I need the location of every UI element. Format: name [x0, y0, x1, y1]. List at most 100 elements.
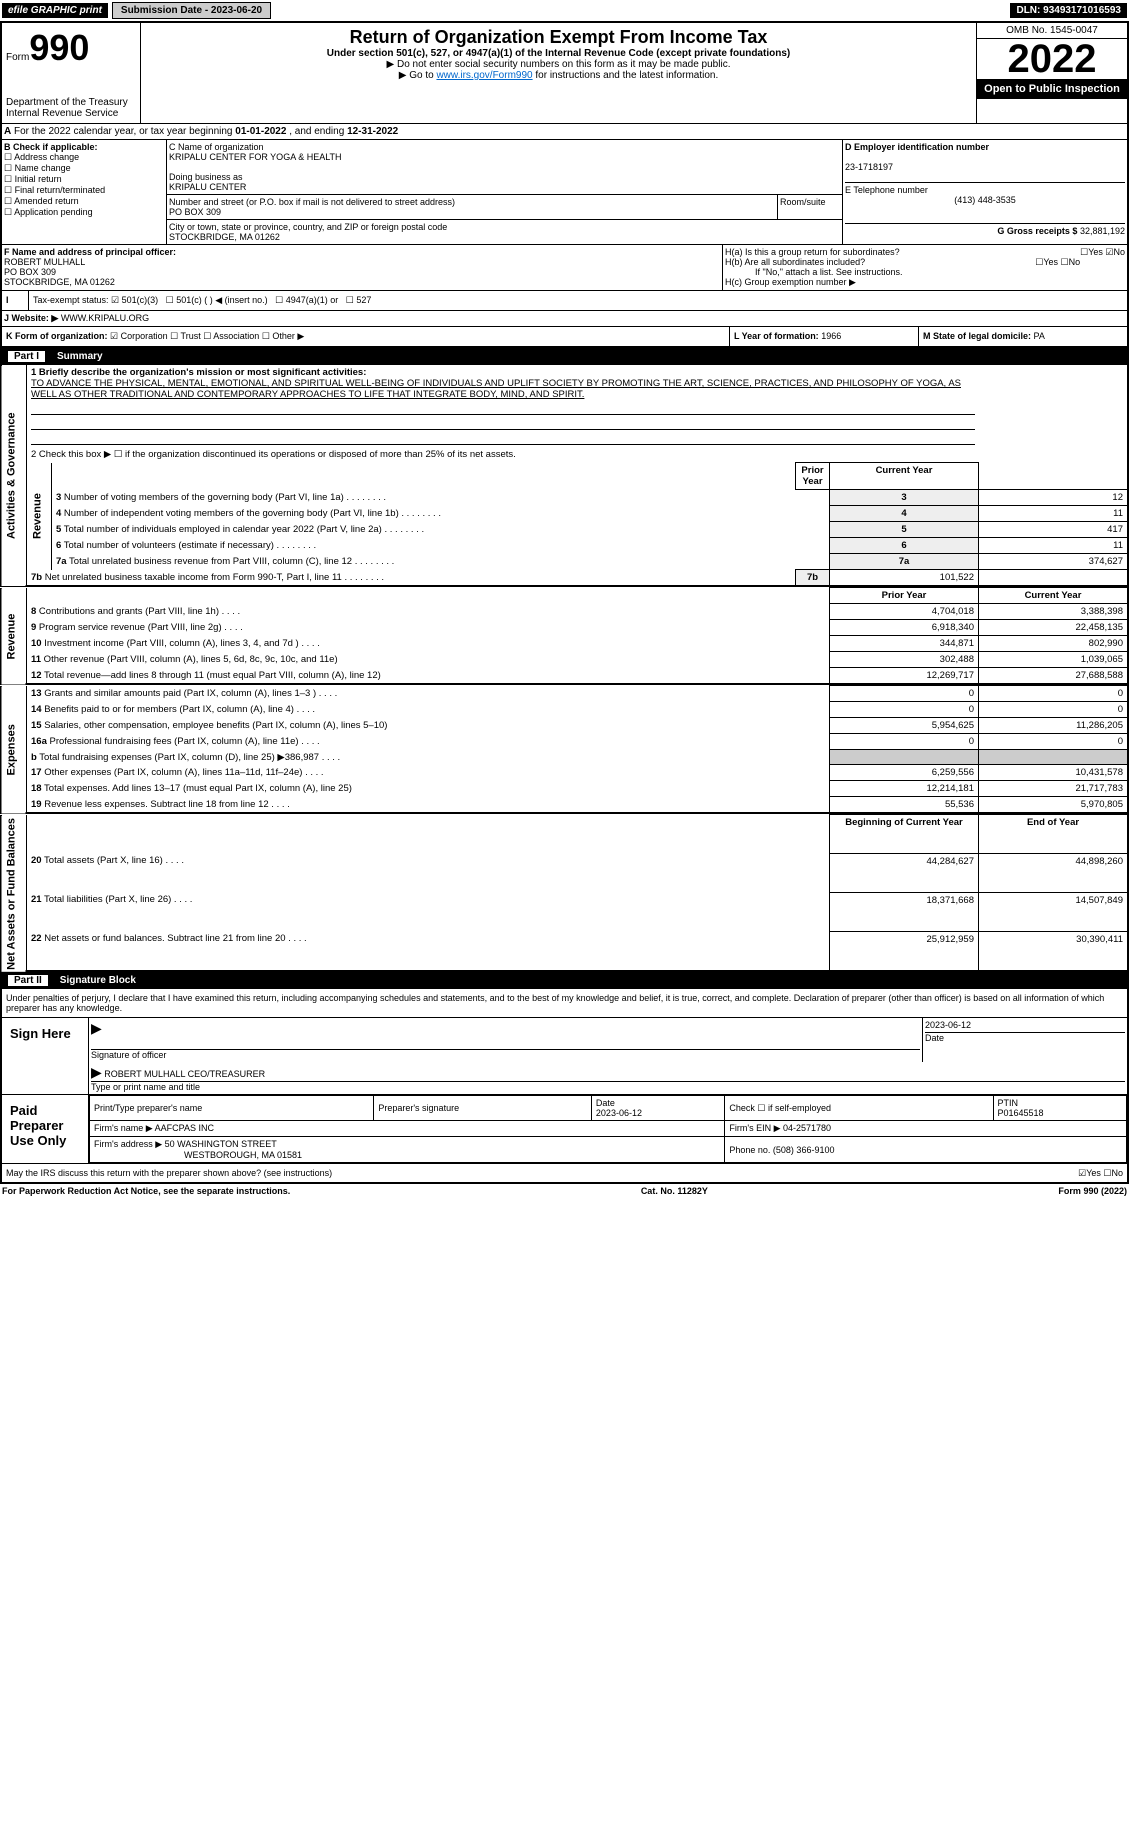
- m-state: PA: [1034, 331, 1045, 341]
- irs-link[interactable]: www.irs.gov/Form990: [436, 70, 532, 81]
- g-label: G Gross receipts $: [997, 226, 1077, 236]
- opt-527: 527: [356, 295, 371, 305]
- revenue-table: RevenuePrior YearCurrent Year8 Contribut…: [0, 587, 1129, 685]
- firm-name-label: Firm's name ▶: [94, 1123, 153, 1133]
- website-label: Website: ▶: [12, 313, 59, 323]
- may-irs: May the IRS discuss this return with the…: [6, 1168, 332, 1178]
- website: WWW.KRIPALU.ORG: [61, 313, 149, 323]
- may-yes: Yes: [1086, 1168, 1101, 1178]
- h-b: H(b) Are all subordinates included?: [725, 257, 865, 267]
- sig-officer-label: Signature of officer: [91, 1049, 920, 1060]
- no-2: No: [1069, 257, 1081, 267]
- b-item-1: Name change: [15, 163, 71, 173]
- line2: 2 Check this box ▶ ☐ if the organization…: [27, 447, 979, 463]
- yes-2: Yes: [1043, 257, 1058, 267]
- yes-1: Yes: [1088, 247, 1103, 257]
- sig-date: 2023-06-12: [925, 1020, 971, 1030]
- opt-501c3: 501(c)(3): [122, 295, 159, 305]
- c-addr-label: Number and street (or P.O. box if mail i…: [169, 197, 455, 207]
- h-b-note: If "No," attach a list. See instructions…: [725, 267, 1125, 277]
- firm-name: AAFCPAS INC: [155, 1123, 214, 1133]
- efile-badge: efile GRAPHIC print: [2, 3, 108, 18]
- dept: Department of the Treasury Internal Reve…: [6, 97, 136, 119]
- top-header: efile GRAPHIC print Submission Date - 20…: [0, 0, 1129, 21]
- firm-ein-label: Firm's EIN ▶: [729, 1123, 780, 1133]
- check-if: Check ☐ if self-employed: [725, 1096, 993, 1121]
- m-label: M State of legal domicile:: [923, 331, 1031, 341]
- k-assoc: Association: [213, 331, 259, 341]
- section-j: J Website: ▶ WWW.KRIPALU.ORG: [0, 310, 1129, 326]
- summary-table: Activities & Governance 1 Briefly descri…: [0, 365, 1129, 587]
- firm-addr1: 50 WASHINGTON STREET: [165, 1139, 277, 1149]
- footer-form-num: 990: [1083, 1186, 1098, 1196]
- k-trust: Trust: [181, 331, 201, 341]
- line1-text: TO ADVANCE THE PHYSICAL, MENTAL, EMOTION…: [31, 378, 961, 400]
- col-current: Current Year: [830, 463, 979, 490]
- f-name: ROBERT MULHALL: [4, 257, 85, 267]
- prep-sig-label: Preparer's signature: [374, 1096, 592, 1121]
- firm-ein: 04-2571780: [783, 1123, 831, 1133]
- row-a-mid: , and ending: [289, 126, 344, 137]
- h-c: H(c) Group exemption number ▶: [725, 277, 1125, 288]
- tax-year: 2022: [977, 39, 1127, 79]
- b-item-5: Application pending: [14, 207, 93, 217]
- part2-num: Part II: [8, 975, 48, 986]
- ptin: P01645518: [998, 1108, 1044, 1118]
- part2-header: Part II Signature Block: [0, 972, 1129, 989]
- l-year: 1966: [821, 331, 841, 341]
- no-1: No: [1113, 247, 1125, 257]
- footer-paperwork: For Paperwork Reduction Act Notice, see …: [2, 1186, 290, 1196]
- firm-addr-label: Firm's address ▶: [94, 1139, 162, 1149]
- date-label: Date: [925, 1032, 1125, 1043]
- side-gov: Activities & Governance: [1, 365, 27, 586]
- f-label: F Name and address of principal officer:: [4, 247, 176, 257]
- penalty-text: Under penalties of perjury, I declare th…: [2, 989, 1127, 1017]
- row-a-text: For the 2022 calendar year, or tax year …: [14, 126, 232, 137]
- form-subtitle: Under section 501(c), 527, or 4947(a)(1)…: [145, 48, 972, 59]
- form-title-block: Form990 Department of the Treasury Inter…: [0, 21, 1129, 123]
- firm-phone: (508) 366-9100: [773, 1145, 835, 1155]
- opt-4947: 4947(a)(1) or: [286, 295, 339, 305]
- c-room: Room/suite: [778, 195, 842, 219]
- ptin-label: PTIN: [998, 1098, 1019, 1108]
- dln: DLN: 93493171016593: [1010, 3, 1127, 18]
- row-a-end: 12-31-2022: [347, 126, 398, 137]
- officer-name: ROBERT MULHALL CEO/TREASURER: [104, 1069, 265, 1079]
- form-number: 990: [29, 27, 89, 68]
- inspection-badge: Open to Public Inspection: [977, 79, 1127, 99]
- firm-addr2: WESTBOROUGH, MA 01581: [94, 1150, 302, 1160]
- f-addr2: STOCKBRIDGE, MA 01262: [4, 277, 115, 287]
- b-item-0: Address change: [14, 152, 79, 162]
- side-rev: Revenue: [27, 463, 52, 570]
- net-table: Net Assets or Fund BalancesBeginning of …: [0, 814, 1129, 972]
- note1: ▶ Do not enter social security numbers o…: [145, 59, 972, 70]
- submission-date: Submission Date - 2023-06-20: [112, 2, 271, 19]
- note2-suffix: for instructions and the latest informat…: [535, 70, 718, 81]
- part2-title: Signature Block: [60, 975, 136, 986]
- tax-exempt-label: Tax-exempt status:: [33, 295, 109, 305]
- j-label: J: [4, 313, 9, 323]
- d-ein: 23-1718197: [845, 162, 893, 172]
- prep-date: 2023-06-12: [596, 1108, 642, 1118]
- col-prior: Prior Year: [796, 463, 830, 490]
- footer-year: 2022: [1104, 1186, 1124, 1196]
- prep-name-label: Print/Type preparer's name: [90, 1096, 374, 1121]
- sign-here-label: Sign Here: [2, 1018, 88, 1094]
- e-label: E Telephone number: [845, 185, 928, 195]
- d-label: D Employer identification number: [845, 142, 989, 152]
- section-k: K Form of organization: ☑ Corporation ☐ …: [0, 326, 1129, 348]
- footer: For Paperwork Reduction Act Notice, see …: [0, 1184, 1129, 1198]
- k-corp: Corporation: [121, 331, 168, 341]
- may-no: No: [1111, 1168, 1123, 1178]
- part1-header: Part I Summary: [0, 348, 1129, 365]
- b-item-2: Initial return: [15, 174, 62, 184]
- part1-num: Part I: [8, 351, 45, 362]
- c-city-label: City or town, state or province, country…: [169, 222, 447, 232]
- f-addr1: PO BOX 309: [4, 267, 56, 277]
- section-i: I Tax-exempt status: ☑ 501(c)(3) ☐ 501(c…: [0, 290, 1129, 310]
- row-a-label: A: [4, 126, 11, 137]
- c-addr: PO BOX 309: [169, 207, 221, 217]
- part1-title: Summary: [57, 351, 103, 362]
- line1-label: 1 Briefly describe the organization's mi…: [31, 367, 366, 378]
- form-title: Return of Organization Exempt From Incom…: [145, 27, 972, 48]
